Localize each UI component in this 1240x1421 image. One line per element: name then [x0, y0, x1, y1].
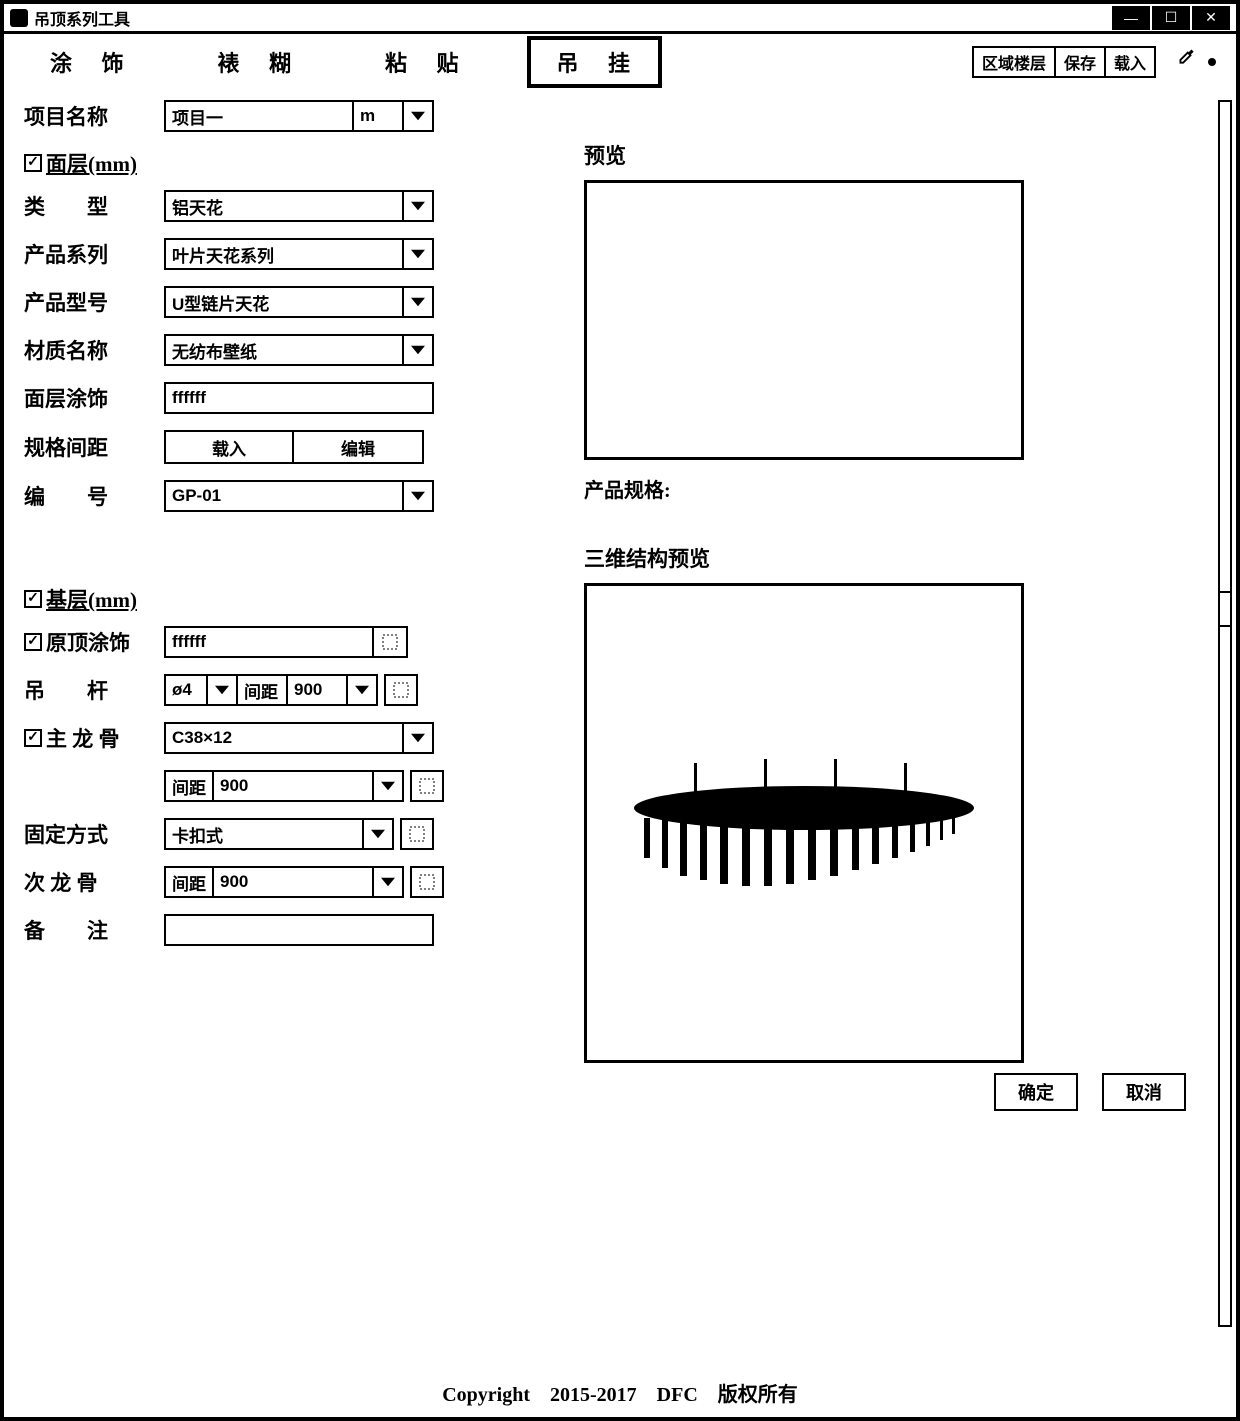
main-keel-input[interactable] — [164, 722, 404, 754]
fix-method-dropdown[interactable] — [364, 818, 394, 850]
remark-input[interactable] — [164, 914, 434, 946]
surface-section-header: ✓ 面层(mm) — [24, 148, 564, 178]
code-input[interactable] — [164, 480, 404, 512]
hanger-spacing-label: 间距 — [238, 674, 288, 706]
minimize-button[interactable]: — — [1112, 6, 1150, 30]
window-title: 吊顶系列工具 — [34, 6, 130, 30]
orig-coating-input[interactable] — [164, 626, 374, 658]
type-dropdown[interactable] — [404, 190, 434, 222]
sub-keel-label: 次 龙 骨 — [24, 867, 98, 897]
main-keel-spacing-dropdown[interactable] — [374, 770, 404, 802]
main-keel-dropdown[interactable] — [404, 722, 434, 754]
type-label: 类 型 — [24, 191, 108, 221]
scrollbar[interactable] — [1218, 100, 1232, 1327]
area-layer-button[interactable]: 区域楼层 — [972, 46, 1056, 78]
main-keel-label: 主 龙 骨 — [46, 723, 120, 753]
material-input[interactable] — [164, 334, 404, 366]
project-name-label: 项目名称 — [24, 101, 108, 131]
surface-checkbox[interactable]: ✓ — [24, 154, 42, 172]
sub-keel-spacing-input[interactable] — [214, 866, 374, 898]
main-keel-checkbox[interactable]: ✓ — [24, 729, 42, 747]
preview-3d-graphic — [604, 723, 1004, 923]
sub-keel-spacing-dropdown[interactable] — [374, 866, 404, 898]
model-input[interactable] — [164, 286, 404, 318]
model-dropdown[interactable] — [404, 286, 434, 318]
titlebar: 吊顶系列工具 — ☐ ✕ — [4, 4, 1236, 34]
model-label: 产品型号 — [24, 287, 108, 317]
hanger-label: 吊 杆 — [24, 675, 108, 705]
preview-3d-title: 三维结构预览 — [584, 543, 1216, 573]
hanger-diameter-dropdown[interactable] — [208, 674, 238, 706]
main-keel-pick-button[interactable] — [410, 770, 444, 802]
code-dropdown[interactable] — [404, 480, 434, 512]
base-checkbox[interactable]: ✓ — [24, 590, 42, 608]
remark-label: 备 注 — [24, 915, 108, 945]
cancel-button[interactable]: 取消 — [1102, 1073, 1186, 1111]
orig-coating-checkbox[interactable]: ✓ — [24, 633, 42, 651]
fix-method-label: 固定方式 — [24, 819, 108, 849]
product-spec-label: 产品规格: — [584, 474, 1216, 503]
spacing-label: 规格间距 — [24, 432, 108, 462]
coating-label: 面层涂饰 — [24, 383, 108, 413]
sub-keel-pick-button[interactable] — [410, 866, 444, 898]
app-icon — [10, 9, 28, 27]
tab-paper[interactable]: 裱 糊 — [192, 40, 320, 84]
hanger-spacing-input[interactable] — [288, 674, 348, 706]
close-button[interactable]: ✕ — [1192, 6, 1230, 30]
coating-input[interactable] — [164, 382, 434, 414]
save-button[interactable]: 保存 — [1054, 46, 1106, 78]
tab-coating[interactable]: 涂 饰 — [24, 40, 152, 84]
preview-panel: 预览 产品规格: 三维结构预览 — [564, 100, 1216, 1357]
preview-3d-box — [584, 583, 1024, 1063]
spacing-load-button[interactable]: 载入 — [164, 430, 294, 464]
project-unit-dropdown[interactable] — [404, 100, 434, 132]
fix-method-pick-button[interactable] — [400, 818, 434, 850]
copyright: Copyright 2015-2017 DFC 版权所有 — [4, 1378, 1236, 1407]
orig-coating-label: 原顶涂饰 — [46, 627, 130, 657]
fix-method-input[interactable] — [164, 818, 364, 850]
scrollbar-handle[interactable] — [1218, 591, 1232, 627]
tab-hang[interactable]: 吊 挂 — [527, 36, 663, 88]
project-name-input[interactable] — [164, 100, 354, 132]
base-section-header: ✓ 基层(mm) — [24, 584, 564, 614]
series-label: 产品系列 — [24, 239, 108, 269]
tab-paste[interactable]: 粘 贴 — [359, 40, 487, 84]
hanger-diameter-input[interactable] — [164, 674, 208, 706]
toolbar: 涂 饰 粘 贴 裱 糊 吊 挂 区域楼层 保存 载入 — [4, 34, 1236, 90]
project-unit-input[interactable] — [354, 100, 404, 132]
main-keel-spacing-label: 间距 — [164, 770, 214, 802]
ok-button[interactable]: 确定 — [994, 1073, 1078, 1111]
sub-keel-spacing-label: 间距 — [164, 866, 214, 898]
load-button[interactable]: 载入 — [1104, 46, 1156, 78]
menu-dot[interactable] — [1208, 58, 1216, 66]
series-input[interactable] — [164, 238, 404, 270]
eyedropper-icon[interactable] — [1174, 48, 1196, 76]
form-panel: 项目名称 ✓ 面层(mm) 类 型 产品系列 — [24, 100, 564, 1357]
hanger-pick-button[interactable] — [384, 674, 418, 706]
maximize-button[interactable]: ☐ — [1152, 6, 1190, 30]
orig-coating-pick-button[interactable] — [374, 626, 408, 658]
spacing-edit-button[interactable]: 编辑 — [294, 430, 424, 464]
main-keel-spacing-input[interactable] — [214, 770, 374, 802]
material-label: 材质名称 — [24, 335, 108, 365]
preview-title: 预览 — [584, 140, 1216, 170]
hanger-spacing-dropdown[interactable] — [348, 674, 378, 706]
type-input[interactable] — [164, 190, 404, 222]
preview-box — [584, 180, 1024, 460]
code-label: 编 号 — [24, 481, 108, 511]
material-dropdown[interactable] — [404, 334, 434, 366]
series-dropdown[interactable] — [404, 238, 434, 270]
